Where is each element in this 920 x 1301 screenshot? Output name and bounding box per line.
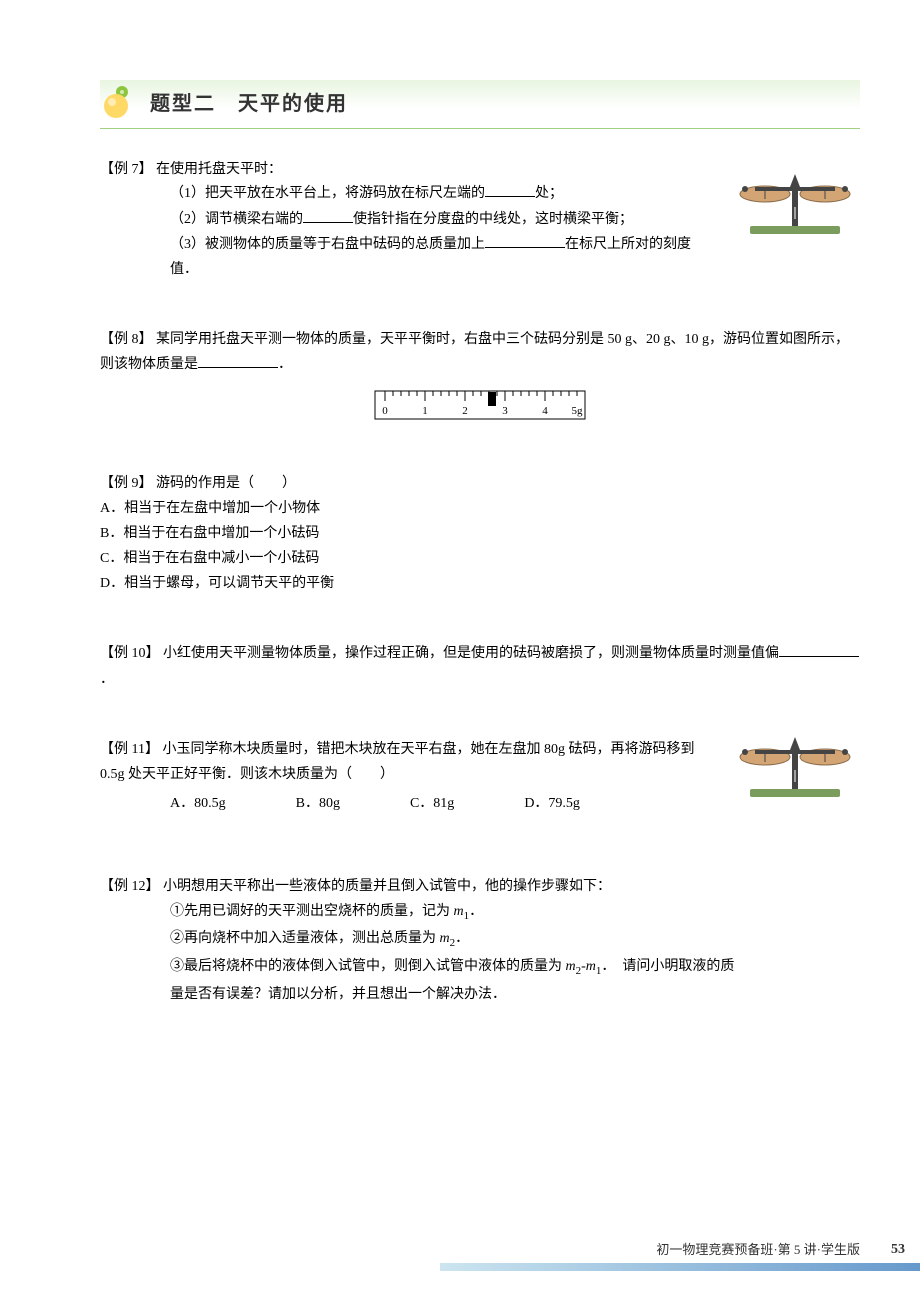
svg-text:3: 3 bbox=[502, 405, 508, 417]
q8-text: 某同学用托盘天平测一物体的质量，天平平衡时，右盘中三个砝码分别是 50 g、20… bbox=[100, 332, 849, 372]
q11-option-b: B．80g bbox=[296, 791, 340, 816]
q12-step2: ②再向烧杯中加入适量液体，测出总质量为 m2． bbox=[170, 926, 860, 954]
question-label: 【例 8】 bbox=[100, 332, 153, 347]
q9-option-a: A．相当于在左盘中增加一个小物体 bbox=[100, 496, 860, 521]
question-12: 【例 12】 小明想用天平称出一些液体的质量并且倒入试管中，他的操作步骤如下： … bbox=[100, 876, 860, 1006]
question-label: 【例 12】 bbox=[100, 879, 160, 894]
question-8: 【例 8】 某同学用托盘天平测一物体的质量，天平平衡时，右盘中三个砝码分别是 5… bbox=[100, 327, 860, 425]
footer-text: 初一物理竞赛预备班·第 5 讲·学生版 bbox=[656, 1240, 860, 1261]
question-label: 【例 9】 bbox=[100, 476, 153, 491]
blank bbox=[779, 643, 859, 657]
q9-option-b: B．相当于在右盘中增加一个小砝码 bbox=[100, 521, 860, 546]
svg-text:2: 2 bbox=[462, 405, 468, 417]
page-number: 53 bbox=[891, 1239, 905, 1261]
blank bbox=[485, 183, 535, 197]
question-7: 【例 7】 在使用托盘天平时： （1）把天平放在水平台上，将游码放在标尺左端的处… bbox=[100, 159, 860, 282]
balance-figure bbox=[730, 169, 860, 267]
q11-option-c: C．81g bbox=[410, 791, 454, 816]
q12-step1: ①先用已调好的天平测出空烧杯的质量，记为 m1． bbox=[170, 899, 860, 927]
question-9: 【例 9】 游码的作用是（ ） A．相当于在左盘中增加一个小物体 B．相当于在右… bbox=[100, 471, 860, 597]
q11-option-d: D．79.5g bbox=[524, 791, 580, 816]
q9-text: 游码的作用是（ ） bbox=[156, 476, 296, 491]
svg-text:4: 4 bbox=[542, 405, 548, 417]
svg-text:5g: 5g bbox=[572, 405, 584, 417]
question-label: 【例 11】 bbox=[100, 742, 159, 757]
balance-figure bbox=[730, 732, 860, 830]
question-label: 【例 10】 bbox=[100, 646, 160, 661]
svg-text:1: 1 bbox=[422, 405, 428, 417]
question-11: 【例 11】 小玉同学称木块质量时，错把木块放在天平右盘，她在左盘加 80g 砝… bbox=[100, 737, 860, 817]
q12-step3: ③最后将烧杯中的液体倒入试管中，则倒入试管中液体的质量为 m2-m1． 请问小明… bbox=[170, 954, 860, 1007]
q7-intro: 在使用托盘天平时： bbox=[156, 162, 282, 177]
section-title: 题型二 天平的使用 bbox=[150, 93, 348, 115]
section-icon bbox=[100, 84, 140, 124]
svg-text:0: 0 bbox=[382, 405, 388, 417]
section-header: 题型二 天平的使用 bbox=[100, 80, 860, 129]
q9-option-c: C．相当于在右盘中减小一个小砝码 bbox=[100, 546, 860, 571]
q11-text: 小玉同学称木块质量时，错把木块放在天平右盘，她在左盘加 80g 砝码，再将游码移… bbox=[100, 742, 694, 782]
blank bbox=[303, 209, 353, 223]
q9-option-d: D．相当于螺母，可以调节天平的平衡 bbox=[100, 571, 860, 596]
q12-intro: 小明想用天平称出一些液体的质量并且倒入试管中，他的操作步骤如下： bbox=[163, 879, 611, 894]
q11-option-a: A．80.5g bbox=[170, 791, 226, 816]
question-label: 【例 7】 bbox=[100, 162, 153, 177]
blank bbox=[485, 234, 565, 248]
q10-text: 小红使用天平测量物体质量，操作过程正确，但是使用的砝码被磨损了，则测量物体质量时… bbox=[100, 646, 859, 686]
ruler-figure: 0 1 2 3 4 5g bbox=[370, 386, 590, 426]
footer-bar bbox=[440, 1263, 920, 1271]
blank bbox=[198, 354, 278, 368]
question-10: 【例 10】 小红使用天平测量物体质量，操作过程正确，但是使用的砝码被磨损了，则… bbox=[100, 641, 860, 691]
